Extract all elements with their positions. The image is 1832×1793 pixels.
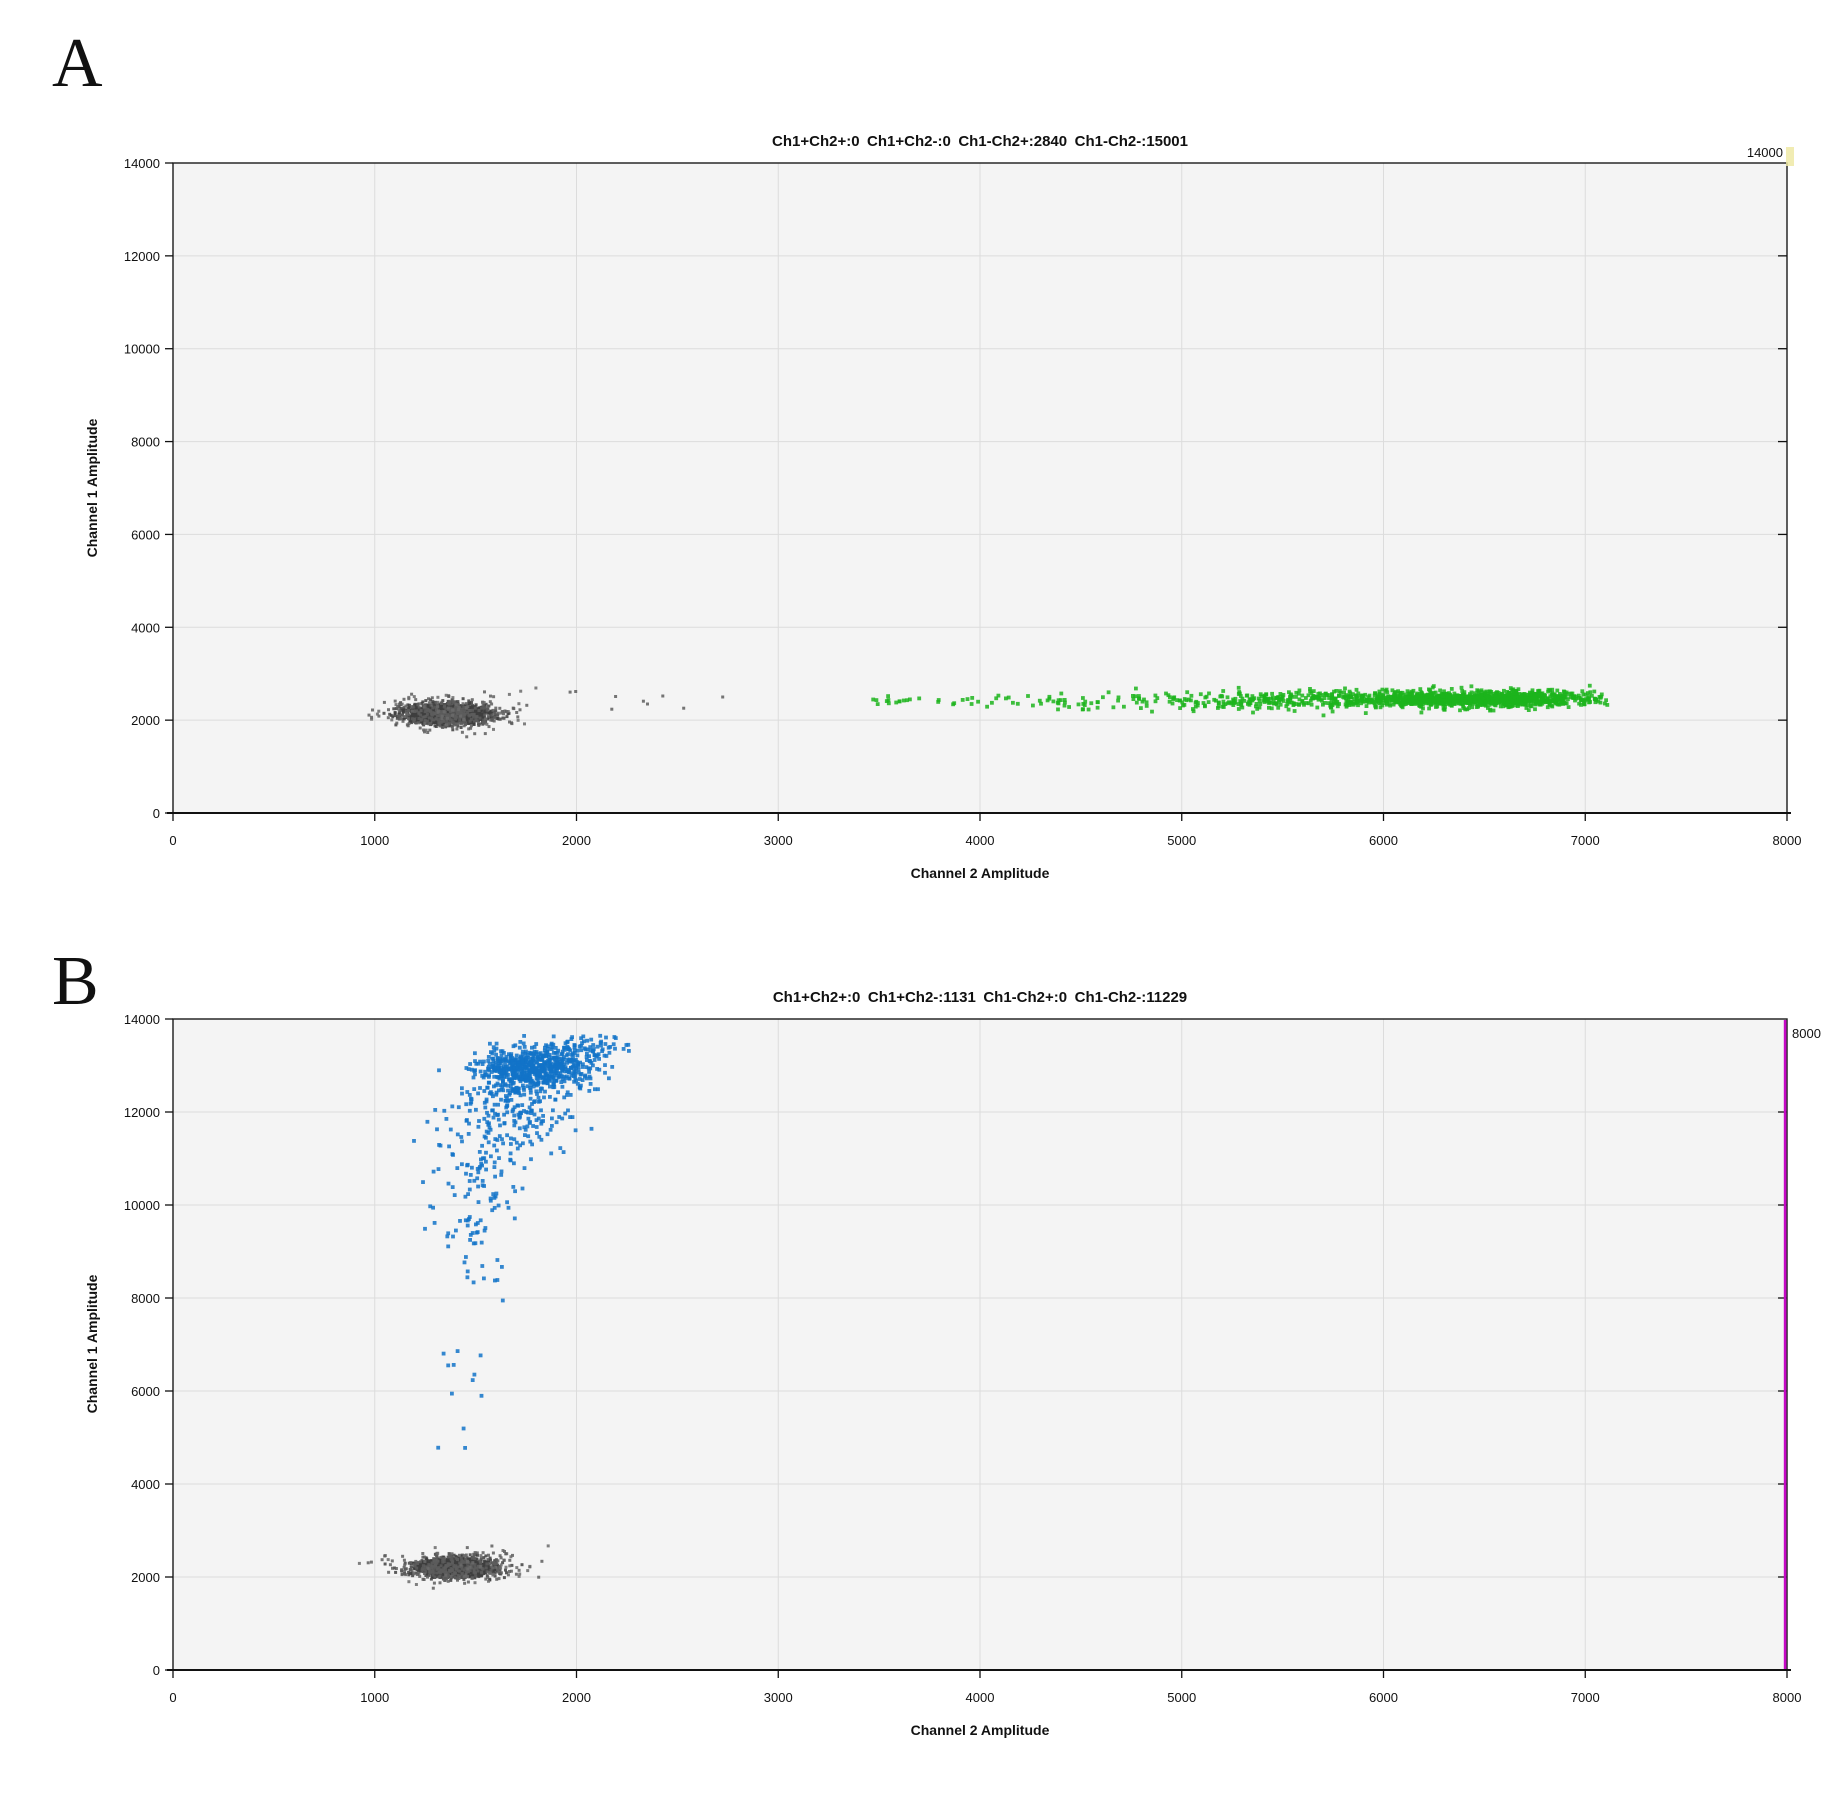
plot-b-y-axis-label: Channel 1 Amplitude xyxy=(84,1274,100,1413)
x-tick-label: 8000 xyxy=(1773,1690,1802,1705)
x-tick-label: 0 xyxy=(169,1690,176,1705)
x-tick-label: 6000 xyxy=(1369,1690,1398,1705)
y-tick-label: 4000 xyxy=(131,1477,160,1492)
ch2-positive-droplets xyxy=(871,683,1610,718)
x-tick-label: 6000 xyxy=(1369,833,1398,848)
x-tick-label: 5000 xyxy=(1167,1690,1196,1705)
plot-a-y-axis-label: Channel 1 Amplitude xyxy=(84,418,100,557)
scatter-plot-a: Ch1+Ch2+:0 Ch1+Ch2-:0 Ch1-Ch2+:2840 Ch1-… xyxy=(84,133,1802,880)
threshold-marker[interactable] xyxy=(1786,147,1794,166)
y-tick-label: 4000 xyxy=(131,620,160,635)
plot-b-x-axis-label: Channel 2 Amplitude xyxy=(911,1722,1050,1738)
ch2-negative-droplets xyxy=(367,686,725,739)
x-tick-label: 2000 xyxy=(562,833,591,848)
y-tick-label: 0 xyxy=(153,1663,160,1678)
x-tick-label: 2000 xyxy=(562,1690,591,1705)
x-tick-label: 4000 xyxy=(966,1690,995,1705)
ch1-positive-droplets xyxy=(412,1033,631,1450)
x-tick-label: 7000 xyxy=(1571,833,1600,848)
x-tick-label: 5000 xyxy=(1167,833,1196,848)
plot-a-threshold-label: 14000 xyxy=(1747,145,1783,160)
y-tick-label: 2000 xyxy=(131,1570,160,1585)
plot-a-x-axis-label: Channel 2 Amplitude xyxy=(911,865,1050,880)
ch1-negative-droplets xyxy=(357,1544,550,1590)
x-tick-label: 4000 xyxy=(966,833,995,848)
y-tick-label: 14000 xyxy=(124,156,160,171)
y-tick-label: 12000 xyxy=(124,1105,160,1120)
droplet-points xyxy=(357,1033,631,1590)
y-tick-label: 0 xyxy=(153,806,160,821)
x-tick-label: 3000 xyxy=(764,1690,793,1705)
y-tick-label: 2000 xyxy=(131,713,160,728)
plot-area-a: 0 1000 2000 3000 4000 5000 6000 7000 8000 0 2000 40… xyxy=(124,147,1802,848)
x-tick-label: 7000 xyxy=(1571,1690,1600,1705)
y-tick-label: 10000 xyxy=(124,342,160,357)
plot-a-title: Ch1+Ch2+:0 Ch1+Ch2-:0 Ch1-Ch2+:2840 Ch1-… xyxy=(772,133,1188,150)
y-tick-label: 8000 xyxy=(131,435,160,450)
x-tick-label: 3000 xyxy=(764,833,793,848)
x-tick-label: 8000 xyxy=(1773,833,1802,848)
scatter-plot-b: Ch1+Ch2+:0 Ch1+Ch2-:1131 Ch1-Ch2+:0 Ch1-… xyxy=(84,989,1821,1738)
x-tick-label: 0 xyxy=(169,833,176,848)
y-tick-label: 12000 xyxy=(124,249,160,264)
x-tick-label: 1000 xyxy=(360,1690,389,1705)
threshold-line[interactable] xyxy=(1783,1020,1787,1669)
y-tick-label: 6000 xyxy=(131,1384,160,1399)
plot-b-threshold-label: 8000 xyxy=(1792,1026,1821,1041)
panel-b-letter: B xyxy=(52,943,99,1020)
y-tick-label: 14000 xyxy=(124,1012,160,1027)
droplet-points xyxy=(367,683,1610,739)
y-tick-label: 8000 xyxy=(131,1291,160,1306)
x-tick-label: 1000 xyxy=(360,833,389,848)
y-tick-label: 6000 xyxy=(131,527,160,542)
plot-b-title: Ch1+Ch2+:0 Ch1+Ch2-:1131 Ch1-Ch2+:0 Ch1-… xyxy=(773,989,1187,1006)
plot-area-b: 0 1000 2000 3000 4000 5000 6000 7000 8000 0 2000 40… xyxy=(124,1012,1802,1705)
panel-a-letter: A xyxy=(52,25,103,102)
y-tick-label: 10000 xyxy=(124,1198,160,1213)
